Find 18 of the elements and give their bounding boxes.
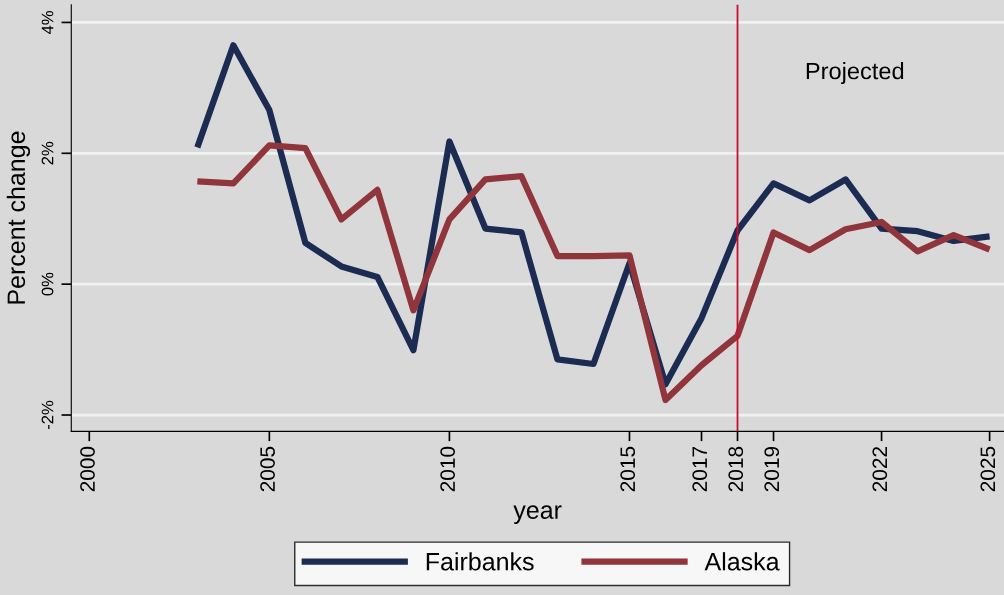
annotation: Projected — [806, 62, 904, 85]
x-tick-label: 2017 — [692, 447, 708, 492]
x-tick-label: 2015 — [620, 446, 636, 492]
legend-label: Alaska — [704, 552, 780, 571]
y-tick-label: 2% — [41, 141, 54, 165]
legend-label: Fairbanks — [426, 552, 534, 571]
y-axis-title: Percent change — [6, 131, 31, 304]
x-tick-label: 2005 — [260, 446, 275, 492]
x-axis-title: year — [513, 505, 562, 524]
x-tick-label: 2010 — [440, 446, 455, 492]
x-tick-label: 2000 — [80, 446, 95, 492]
y-tick-label: 0% — [41, 272, 54, 296]
y-tick-label: -2% — [41, 400, 54, 430]
x-tick-label: 2022 — [872, 447, 888, 492]
x-tick-label: 2025 — [980, 446, 996, 492]
y-tick-label: 4% — [41, 10, 54, 35]
x-tick-label: 2019 — [764, 446, 780, 492]
x-tick-label: 2018 — [728, 446, 744, 492]
